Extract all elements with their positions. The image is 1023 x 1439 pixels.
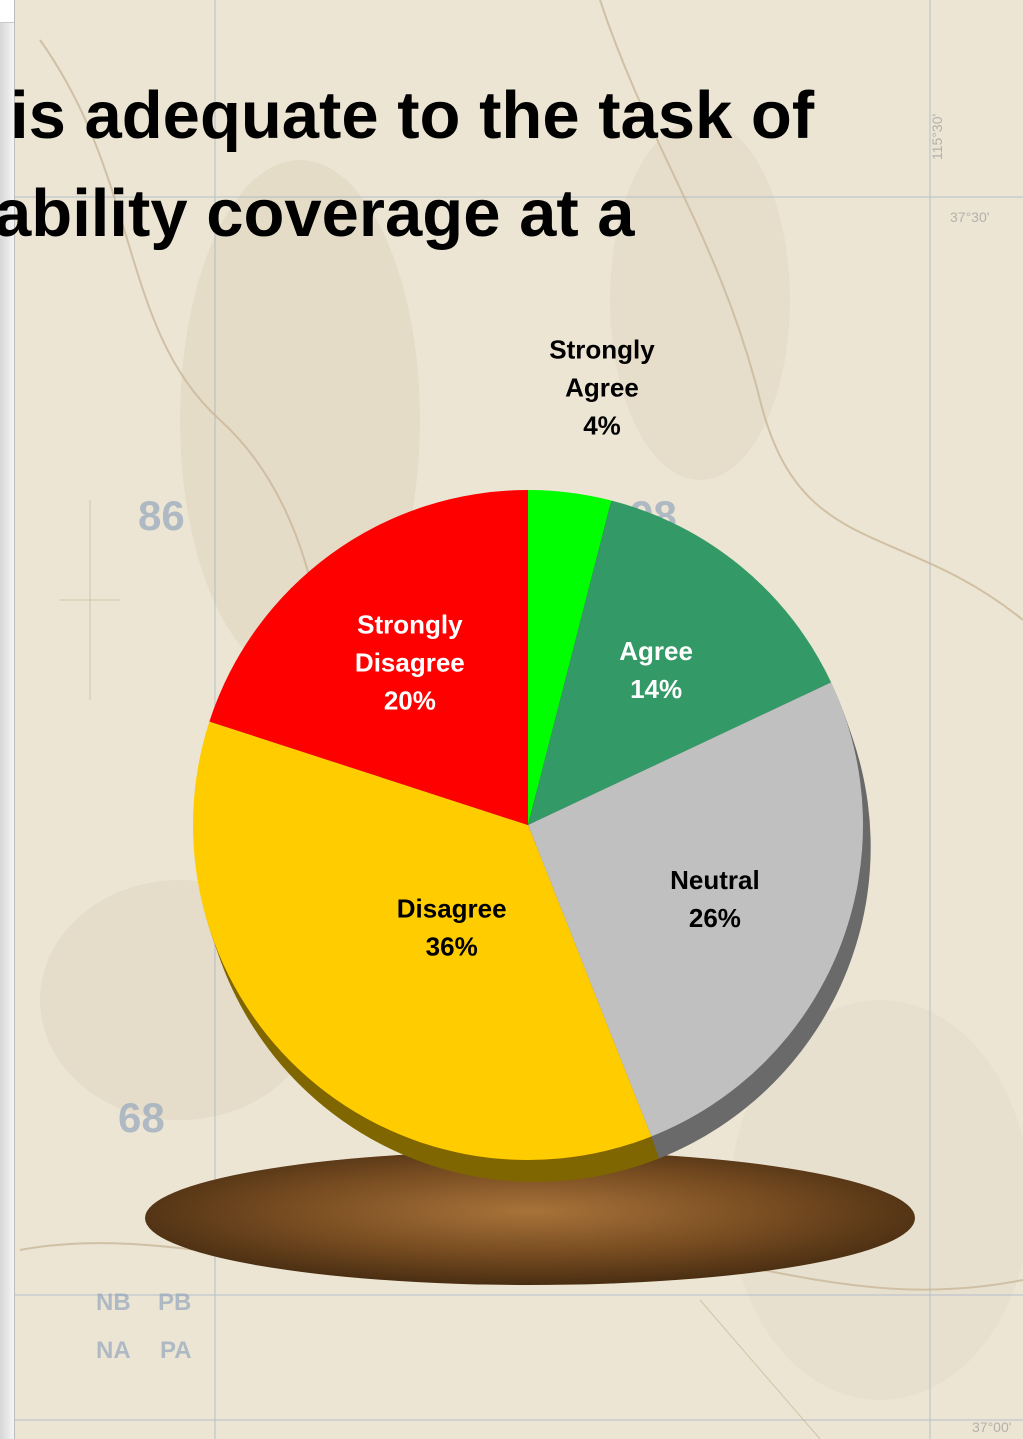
map-coordinate-label: 37°00' (972, 1419, 1011, 1435)
slide-title-line-2: ability coverage at a (0, 176, 635, 251)
map-grid-label: 68 (118, 1094, 165, 1141)
pie-slice (209, 490, 529, 825)
map-grid-label: 86 (138, 492, 185, 539)
pie-slice (193, 721, 652, 1160)
pie-slice (528, 490, 612, 825)
pie-slice (528, 500, 832, 825)
pie-slice-label: Agree 14% (619, 636, 693, 704)
map-coordinate-label: 37°30' (950, 209, 989, 225)
pie-slice-label: Disagree 36% (397, 894, 507, 962)
pie-slice-label: Strongly Disagree 20% (355, 609, 465, 715)
map-grid-label: NA (96, 1337, 131, 1364)
slice-labels: Strongly Agree 4% Agree 14% Neutral 26% Disagre… (355, 335, 760, 962)
pie-slice (528, 682, 863, 1137)
pedestal-base (145, 1151, 915, 1285)
map-grid-label: NB (96, 1289, 131, 1316)
pie-slice-label: Strongly Agree 4% (549, 335, 655, 441)
slide-corner (0, 0, 14, 23)
slice-tops (193, 490, 863, 1160)
map-coordinate-label: 115°30' (929, 114, 945, 160)
map-grid-label: PB (158, 1289, 191, 1316)
pie-slice-label: Neutral 26% (670, 865, 760, 933)
slide-left-edge (0, 0, 15, 1439)
map-grid-label: PA (160, 1337, 192, 1364)
slide-title-line-1: is adequate to the task of (10, 78, 815, 153)
